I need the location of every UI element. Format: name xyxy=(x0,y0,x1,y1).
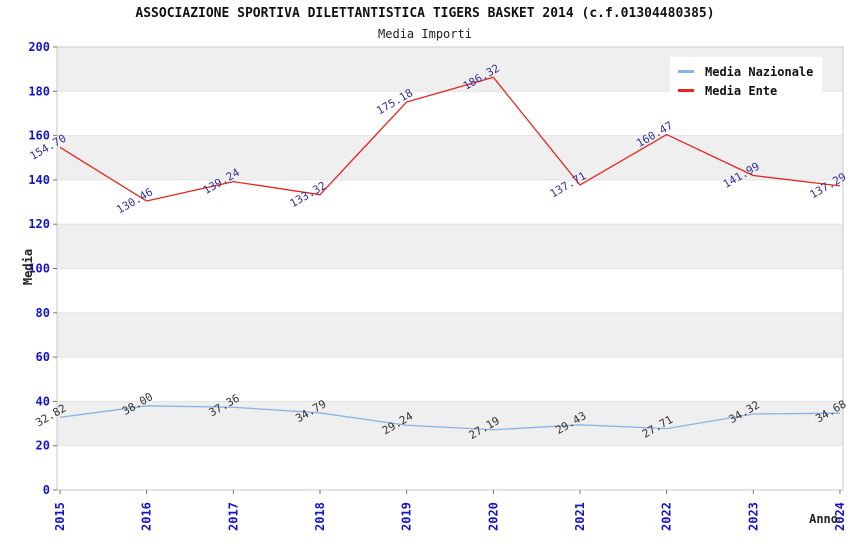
series-line-media-ente xyxy=(59,76,841,202)
x-tick-label: 2017 xyxy=(226,502,240,531)
x-tick-label: 2019 xyxy=(400,502,414,531)
x-tick-label: 2022 xyxy=(660,502,674,531)
grid-band xyxy=(57,401,843,446)
y-tick-label: 20 xyxy=(36,439,50,453)
legend-item-media-ente: Media Ente xyxy=(678,81,813,100)
y-tick-label: 180 xyxy=(28,84,50,98)
x-tick-label: 2016 xyxy=(140,502,154,531)
x-tick-label: 2015 xyxy=(53,502,67,531)
x-tick-label: 2021 xyxy=(573,502,587,531)
x-tick-label: 2020 xyxy=(486,502,500,531)
media-ente-line-swatch xyxy=(678,89,694,92)
y-tick-label: 0 xyxy=(43,483,50,497)
grid-band xyxy=(57,224,843,269)
legend: Media Nazionale Media Ente xyxy=(670,57,823,106)
y-axis-title: Media xyxy=(21,248,36,286)
x-axis-title: Anno xyxy=(809,512,838,526)
legend-label: Media Nazionale xyxy=(705,64,814,79)
x-tick-label: 2023 xyxy=(746,502,760,531)
y-tick-label: 60 xyxy=(36,350,50,364)
media-nazionale-line-swatch xyxy=(678,70,694,73)
y-tick-label: 160 xyxy=(28,129,50,143)
grid-band xyxy=(57,268,843,313)
y-tick-label: 80 xyxy=(36,306,50,320)
grid-band xyxy=(57,135,843,180)
grid-band xyxy=(57,179,843,225)
legend-label: Media Ente xyxy=(705,83,778,98)
chart-subtitle: Media Importi xyxy=(378,27,472,41)
y-tick-label: 40 xyxy=(36,394,50,408)
x-tick-label: 2024 xyxy=(833,502,847,531)
grid-band xyxy=(57,357,843,402)
legend-item-media-nazionale: Media Nazionale xyxy=(678,62,813,81)
grid-band xyxy=(57,312,843,358)
y-tick-label: 200 xyxy=(28,40,50,54)
chart-title: ASSOCIAZIONE SPORTIVA DILETTANTISTICA TI… xyxy=(135,6,715,21)
y-tick-label: 100 xyxy=(28,262,50,276)
series-line-media-nazionale xyxy=(59,405,841,431)
grid-band xyxy=(57,445,843,490)
y-tick-label: 120 xyxy=(28,217,50,231)
y-tick-label: 140 xyxy=(28,173,50,187)
x-tick-label: 2018 xyxy=(313,502,327,531)
